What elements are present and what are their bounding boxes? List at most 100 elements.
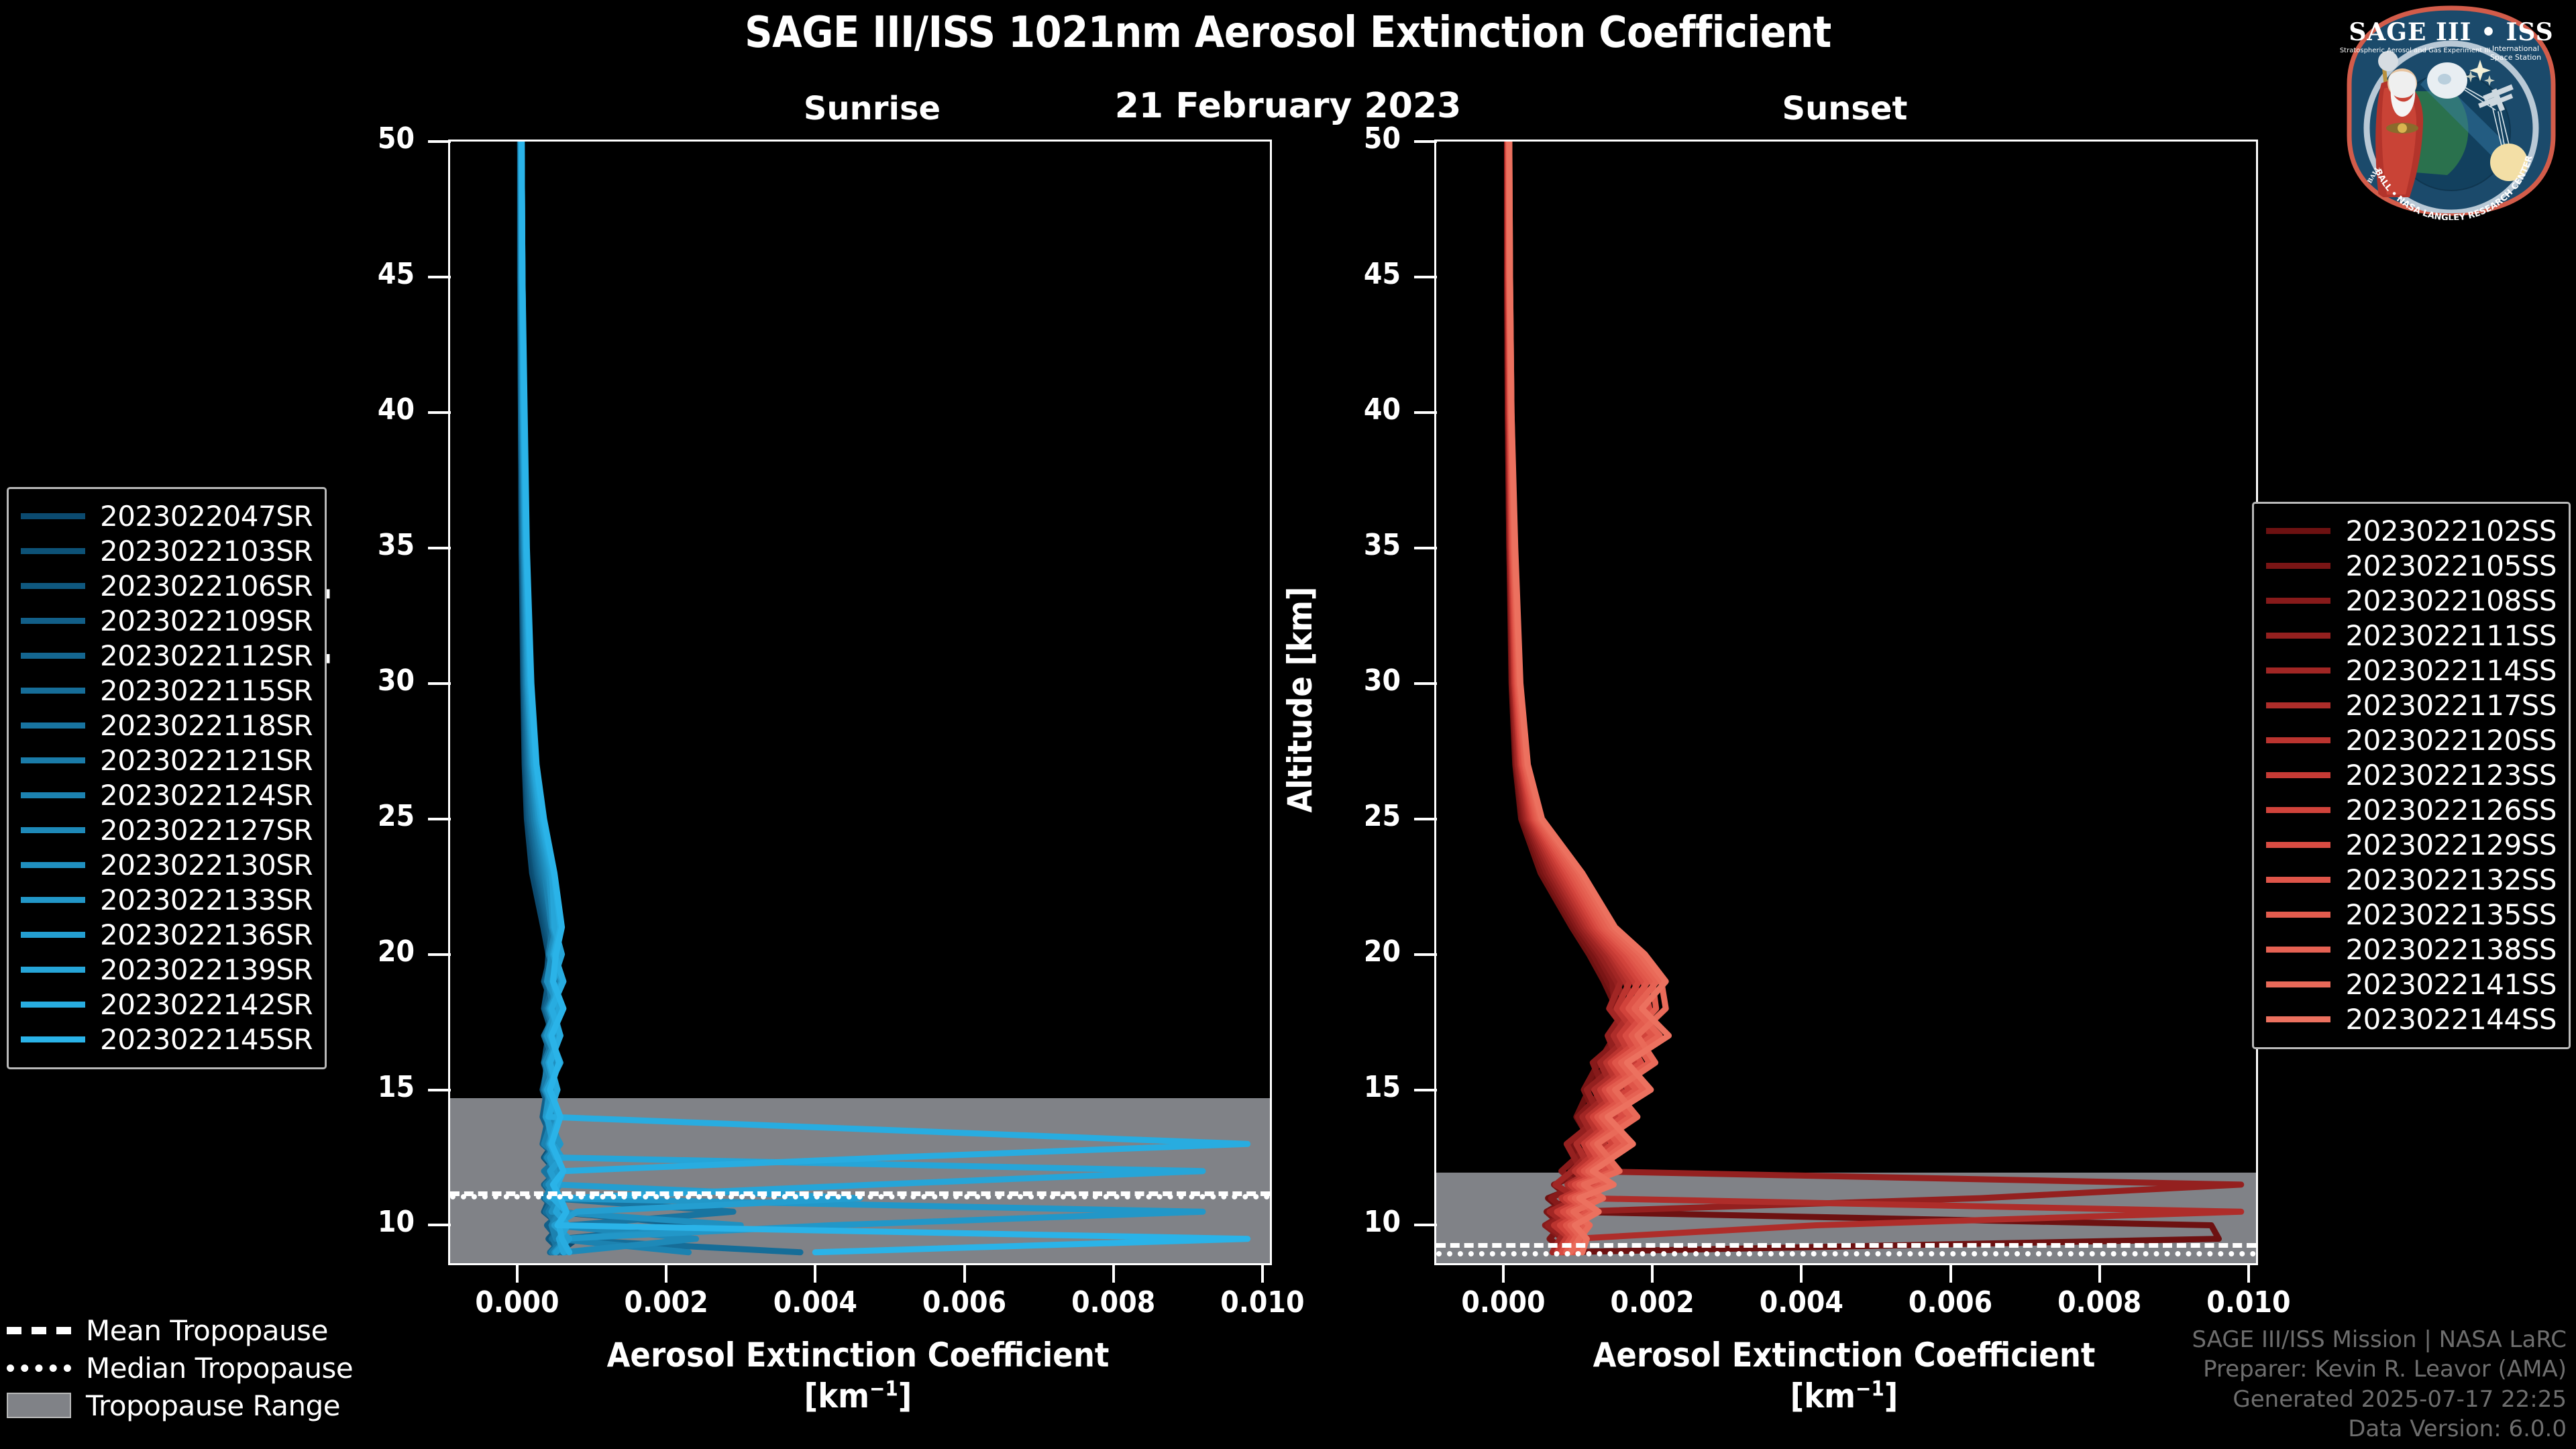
mean-tropopause-line (450, 1191, 1270, 1196)
profile-line (519, 142, 1206, 1256)
legend-item[interactable]: 2023022132SS (2266, 862, 2557, 897)
profile-line (519, 142, 1206, 1256)
legend-event-label: 2023022112SR (100, 639, 313, 672)
svg-text:Space Station: Space Station (2490, 53, 2541, 62)
y-axis-tick-label: 30 (377, 663, 415, 698)
legend-item[interactable]: 2023022111SS (2266, 618, 2557, 653)
sunset-plot-area (1434, 140, 2258, 1265)
x-axis-tick (2247, 1265, 2250, 1283)
legend-item[interactable]: 2023022108SS (2266, 583, 2557, 618)
legend-item[interactable]: 2023022138SS (2266, 932, 2557, 967)
legend-item[interactable]: 2023022106SR (21, 568, 313, 603)
median-tropopause-line (450, 1194, 1270, 1199)
legend-item[interactable]: 2023022144SS (2266, 1002, 2557, 1036)
x-axis-tick (1501, 1265, 1505, 1283)
legend-event-label: 2023022117SS (2345, 688, 2557, 722)
sunset-legend: 2023022102SS 2023022105SS 2023022108SS 2023… (2252, 502, 2571, 1049)
legend-color-swatch (2266, 527, 2331, 534)
legend-item[interactable]: 2023022103SR (21, 533, 313, 568)
extinction-profile-curves (1504, 142, 2245, 1256)
credits-block: SAGE III/ISS Mission | NASA LaRC Prepare… (2192, 1325, 2567, 1444)
median-tropopause-line (1436, 1250, 2256, 1256)
legend-label-tropopause-range: Tropopause Range (86, 1389, 341, 1422)
legend-color-swatch (2266, 702, 2331, 708)
extinction-profile-curves (517, 142, 1251, 1256)
legend-item[interactable]: 2023022142SR (21, 987, 313, 1022)
legend-item[interactable]: 2023022047SR (21, 498, 313, 533)
legend-item[interactable]: 2023022109SR (21, 603, 313, 638)
y-axis-tick-label: 15 (1363, 1069, 1401, 1104)
x-axis-tick-label: 0.002 (1610, 1285, 1695, 1320)
y-axis-tick-label: 35 (377, 527, 415, 562)
legend-item[interactable]: 2023022102SS (2266, 513, 2557, 548)
y-axis-tick (428, 682, 451, 685)
legend-event-label: 2023022102SS (2345, 514, 2557, 547)
legend-event-label: 2023022109SR (100, 604, 313, 637)
legend-color-swatch (2266, 737, 2331, 743)
legend-item[interactable]: 2023022126SS (2266, 792, 2557, 827)
legend-event-label: 2023022145SR (100, 1022, 313, 1056)
y-axis-tick-label: 10 (1363, 1205, 1401, 1240)
legend-color-swatch (2266, 597, 2331, 604)
x-axis-tick-label: 0.004 (1759, 1285, 1843, 1320)
legend-color-swatch (2266, 632, 2331, 639)
legend-color-swatch (2266, 946, 2331, 953)
legend-item[interactable]: 2023022133SR (21, 882, 313, 917)
y-axis-tick (1414, 682, 1437, 685)
legend-item[interactable]: 2023022129SS (2266, 827, 2557, 862)
legend-item[interactable]: 2023022135SS (2266, 897, 2557, 932)
legend-item[interactable]: 2023022112SR (21, 638, 313, 673)
legend-color-swatch (21, 687, 85, 694)
legend-event-label: 2023022106SR (100, 569, 313, 602)
legend-item[interactable]: 2023022121SR (21, 743, 313, 777)
legend-item[interactable]: 2023022120SS (2266, 722, 2557, 757)
legend-color-swatch (21, 826, 85, 833)
legend-event-label: 2023022114SS (2345, 653, 2557, 687)
y-axis-tick (428, 140, 451, 143)
sage-iii-iss-mission-patch-logo: BALL SAGE III • ISS Stratospheric Aeroso… (2337, 0, 2563, 223)
y-axis-tick-label: 30 (1363, 663, 1401, 698)
legend-color-swatch (21, 861, 85, 868)
x-axis-tick (1949, 1265, 1952, 1283)
legend-item[interactable]: 2023022115SR (21, 673, 313, 708)
legend-item[interactable]: 2023022118SR (21, 708, 313, 743)
legend-color-swatch (21, 1001, 85, 1008)
y-axis-tick (428, 1088, 451, 1091)
credits-line-preparer: Preparer: Kevin R. Leavor (AMA) (2203, 1356, 2567, 1383)
legend-item[interactable]: 2023022117SS (2266, 688, 2557, 722)
legend-item[interactable]: 2023022114SS (2266, 653, 2557, 688)
filled-box-icon (7, 1393, 71, 1418)
legend-item[interactable]: 2023022145SR (21, 1022, 313, 1057)
y-axis-tick-label: 25 (377, 798, 415, 833)
x-axis-tick (1260, 1265, 1264, 1283)
y-axis-title: Altitude [km] (1281, 586, 1320, 813)
legend-item[interactable]: 2023022141SS (2266, 967, 2557, 1002)
y-axis-tick (1414, 1088, 1437, 1091)
legend-item[interactable]: 2023022127SR (21, 812, 313, 847)
legend-item[interactable]: 2023022139SR (21, 952, 313, 987)
legend-event-label: 2023022135SS (2345, 898, 2557, 931)
legend-item[interactable]: 2023022105SS (2266, 548, 2557, 583)
legend-color-swatch (2266, 667, 2331, 674)
y-axis-tick-label: 45 (377, 256, 415, 291)
legend-item[interactable]: 2023022136SR (21, 917, 313, 952)
y-axis-tick (428, 1224, 451, 1227)
legend-color-swatch (21, 582, 85, 589)
legend-label-mean-tropopause: Mean Tropopause (86, 1313, 328, 1347)
legend-event-label: 2023022139SR (100, 953, 313, 986)
legend-item[interactable]: 2023022124SR (21, 777, 313, 812)
legend-color-swatch (21, 931, 85, 938)
legend-item[interactable]: 2023022123SS (2266, 757, 2557, 792)
legend-item[interactable]: 2023022130SR (21, 847, 313, 882)
dashed-line-icon (7, 1326, 71, 1334)
legend-event-label: 2023022130SR (100, 848, 313, 881)
y-axis-tick-label: 50 (377, 121, 415, 156)
legend-event-label: 2023022121SR (100, 743, 313, 777)
x-axis-title-line1: Aerosol Extinction Coefficient (1593, 1336, 2096, 1375)
legend-event-label: 2023022126SS (2345, 793, 2557, 826)
x-axis-title-line2: [km−1] (1790, 1377, 1898, 1415)
legend-event-label: 2023022103SR (100, 534, 313, 568)
legend-item-median-tropopause: Median Tropopause (7, 1349, 354, 1387)
x-axis-tick (1651, 1265, 1654, 1283)
credits-line-mission: SAGE III/ISS Mission | NASA LaRC (2192, 1326, 2567, 1354)
